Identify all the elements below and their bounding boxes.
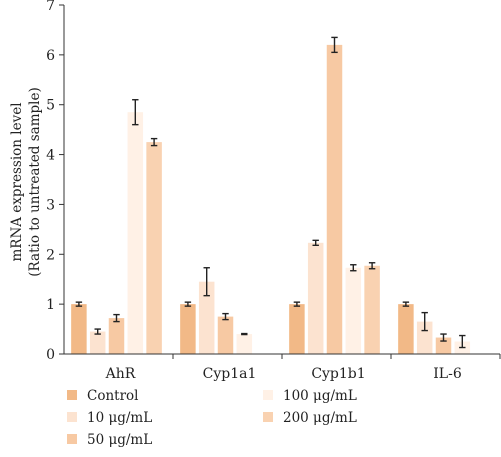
bar: [326, 44, 343, 355]
error-bar: [132, 99, 139, 126]
y-tick-label: 5: [46, 98, 55, 114]
bar: [71, 304, 87, 354]
x-category-label: IL-6: [433, 366, 462, 382]
legend-item: Control: [67, 388, 138, 404]
bar: [435, 337, 452, 354]
error-bar: [368, 262, 376, 270]
error-bar: [184, 301, 192, 307]
bar: [345, 267, 362, 354]
y-tick-label: 7: [46, 0, 55, 14]
bar: [108, 318, 125, 354]
x-axis: AhR Cyp1a1 Cyp1b1 IL-6: [64, 353, 501, 382]
legend: Control 10 μg/mL 50 μg/mL 100 μg/mL 200 μg/m…: [67, 388, 357, 448]
error-bar: [94, 328, 101, 335]
y-axis: 0 1 2 3 4 5 6 7: [46, 0, 65, 363]
legend-item: 10 μg/mL: [67, 410, 152, 426]
bar: [398, 304, 414, 354]
error-bar: [222, 312, 229, 321]
error-bar: [350, 264, 357, 272]
legend-label: 200 μg/mL: [283, 410, 357, 426]
bar: [198, 281, 215, 354]
y-tick-label: 3: [46, 197, 55, 213]
y-axis-label-line2: (Ratio to untreated sample): [27, 87, 43, 276]
error-bar: [203, 267, 210, 297]
error-bar: [402, 301, 410, 307]
x-category-label: AhR: [105, 366, 136, 382]
legend-swatch: [67, 390, 77, 400]
legend-swatch: [67, 434, 77, 444]
legend-item: 200 μg/mL: [263, 410, 357, 426]
bars: [71, 36, 471, 355]
bar: [217, 316, 234, 354]
error-bar: [459, 334, 466, 349]
x-category-label: Cyp1a1: [203, 366, 257, 382]
bar: [307, 242, 324, 354]
error-bar: [312, 239, 319, 247]
error-bar: [150, 137, 158, 147]
legend-item: 50 μg/mL: [67, 432, 152, 448]
bar: [146, 142, 162, 354]
bar: [364, 265, 380, 354]
legend-item: 100 μg/mL: [263, 388, 357, 404]
legend-label: 50 μg/mL: [87, 432, 152, 448]
y-tick-label: 2: [46, 247, 55, 263]
bar: [416, 321, 433, 354]
error-bar: [293, 301, 301, 307]
legend-swatch: [263, 390, 273, 400]
bar: [89, 331, 106, 354]
bar: [127, 112, 144, 354]
y-axis-label-line1: mRNA expression level: [9, 102, 25, 261]
y-tick-label: 0: [46, 347, 55, 363]
bar: [236, 334, 253, 354]
legend-swatch: [263, 412, 273, 422]
y-tick-label: 1: [46, 297, 55, 313]
legend-label: Control: [87, 388, 138, 404]
error-bar: [421, 311, 428, 332]
legend-swatch: [67, 412, 77, 422]
x-category-label: Cyp1b1: [311, 366, 365, 382]
error-bar: [331, 36, 338, 54]
legend-label: 100 μg/mL: [283, 388, 357, 404]
bar: [180, 304, 196, 354]
error-bar: [440, 333, 447, 342]
error-bar: [113, 313, 120, 323]
legend-label: 10 μg/mL: [87, 410, 152, 426]
error-bar: [75, 301, 83, 307]
y-tick-label: 4: [46, 148, 55, 164]
error-bar: [241, 332, 248, 336]
y-tick-label: 6: [46, 48, 55, 64]
bar: [289, 304, 305, 354]
